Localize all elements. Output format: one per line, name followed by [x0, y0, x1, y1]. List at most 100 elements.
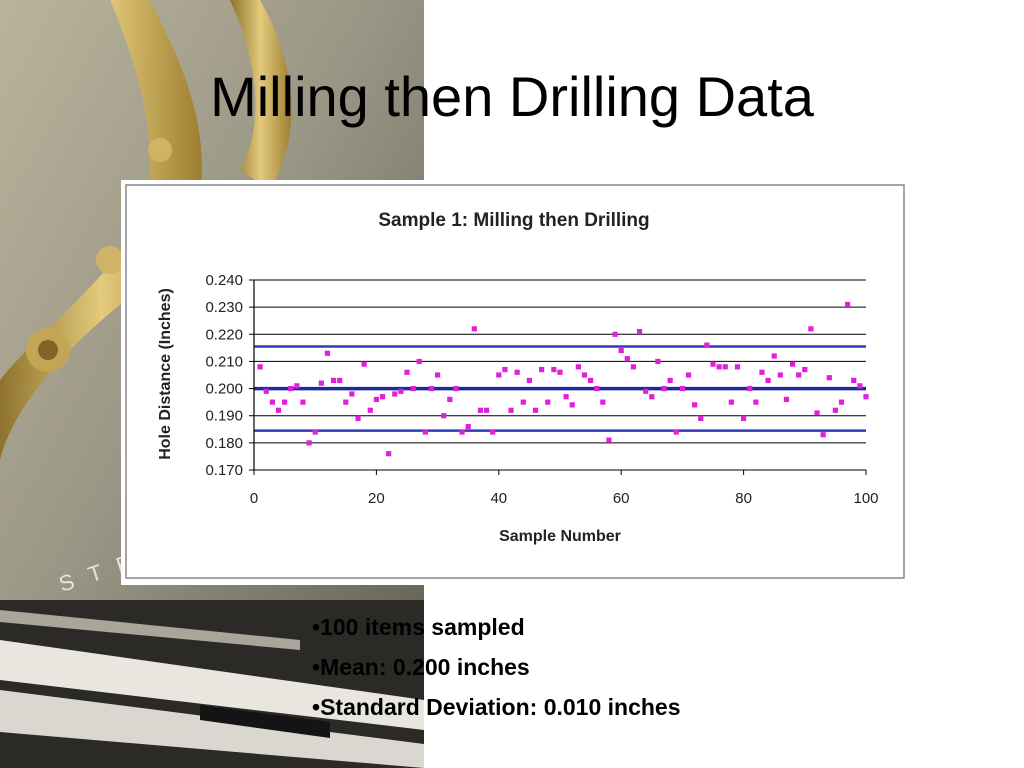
data-point: [447, 396, 453, 403]
data-point: [630, 364, 637, 370]
data-point: [692, 402, 698, 408]
data-point: [453, 385, 459, 392]
data-point: [349, 391, 355, 397]
data-point: [863, 394, 869, 400]
saxophone-decoration: [0, 0, 292, 460]
data-point: [355, 415, 361, 422]
data-point: [575, 364, 581, 370]
data-point: [422, 429, 428, 435]
data-point: [606, 437, 612, 443]
data-point: [808, 326, 814, 332]
data-point: [269, 399, 275, 405]
data-point: [496, 372, 502, 378]
data-point: [838, 399, 845, 405]
data-point: [502, 366, 508, 373]
data-point: [343, 399, 349, 405]
slide-title: Milling then Drilling Data: [210, 65, 814, 128]
data-point: [845, 301, 851, 308]
data-point: [471, 326, 477, 332]
data-point: [459, 429, 465, 435]
data-point: [667, 377, 673, 384]
data-point: [783, 396, 790, 403]
data-point: [490, 429, 496, 435]
data-point: [386, 451, 392, 457]
data-point: [685, 372, 692, 378]
data-point: [581, 372, 588, 378]
x-tick-label: 0: [250, 490, 258, 507]
x-tick-label: 20: [368, 490, 385, 507]
data-point: [435, 372, 441, 378]
data-point: [618, 347, 624, 354]
data-point: [734, 364, 741, 370]
data-points: [257, 301, 869, 457]
data-point: [300, 399, 306, 405]
data-point: [557, 369, 563, 375]
bullet-item: Standard Deviation: 0.010 inches: [312, 688, 680, 728]
data-point: [722, 364, 728, 370]
data-point: [379, 394, 386, 400]
y-tick-label: 0.190: [205, 408, 243, 425]
data-point: [600, 399, 606, 405]
data-point: [820, 432, 826, 438]
data-point: [367, 407, 373, 413]
data-point: [826, 375, 832, 381]
data-point: [741, 415, 747, 422]
data-point: [832, 407, 838, 413]
data-point: [324, 350, 331, 356]
data-point: [594, 385, 600, 392]
data-point: [361, 361, 367, 367]
data-point: [539, 366, 545, 373]
data-point: [857, 383, 863, 389]
bullet-item: 100 items sampled: [312, 608, 681, 648]
chart-border: [125, 184, 905, 579]
data-point: [698, 415, 704, 422]
data-point: [306, 440, 312, 446]
data-point: [710, 361, 716, 367]
data-point: [814, 410, 820, 416]
data-point: [796, 372, 802, 378]
data-point: [716, 364, 722, 370]
x-tick-label: 60: [613, 490, 630, 507]
data-point: [263, 388, 269, 394]
y-tick-label: 0.240: [205, 272, 243, 289]
data-point: [441, 413, 447, 419]
data-point: [294, 383, 300, 389]
y-tick-label: 0.200: [205, 381, 243, 398]
data-point: [257, 364, 263, 370]
y-tick-label: 0.210: [205, 353, 243, 370]
data-point: [312, 429, 318, 435]
reference-lines: [254, 345, 866, 432]
data-point: [416, 358, 422, 365]
summary-bullets: 100 items sampled Mean: 0.200 inches Sta…: [312, 608, 681, 728]
chart-frame: Sample 1: Milling then Drilling 0.170 0.1…: [121, 180, 909, 585]
y-tick-label: 0.180: [205, 435, 243, 452]
data-point: [759, 369, 765, 375]
data-point: [771, 353, 777, 359]
data-point: [704, 342, 710, 348]
data-point: [532, 407, 539, 413]
y-tick-labels: 0.170 0.180 0.190 0.200 0.210 0.220 0.230 0.240: [205, 272, 243, 479]
data-point: [514, 369, 520, 375]
data-point: [288, 385, 294, 392]
data-point: [673, 429, 679, 435]
data-point: [392, 391, 398, 397]
data-point: [802, 366, 808, 373]
data-point: [526, 377, 532, 384]
data-point: [765, 377, 771, 384]
y-tick-label: 0.230: [205, 299, 243, 316]
data-point: [337, 377, 343, 384]
data-point: [588, 377, 594, 384]
y-axis-label: Hole Distance (Inches): [157, 288, 174, 460]
data-point: [551, 366, 557, 373]
data-point: [636, 328, 643, 335]
data-point: [318, 380, 324, 386]
data-point: [520, 399, 526, 405]
data-point: [404, 369, 410, 375]
data-point: [330, 377, 337, 384]
data-point: [747, 385, 753, 392]
data-point: [398, 388, 404, 394]
data-point: [753, 399, 759, 405]
x-tick-label: 40: [490, 490, 507, 507]
x-tick-label: 100: [853, 490, 878, 507]
data-point: [679, 385, 685, 392]
